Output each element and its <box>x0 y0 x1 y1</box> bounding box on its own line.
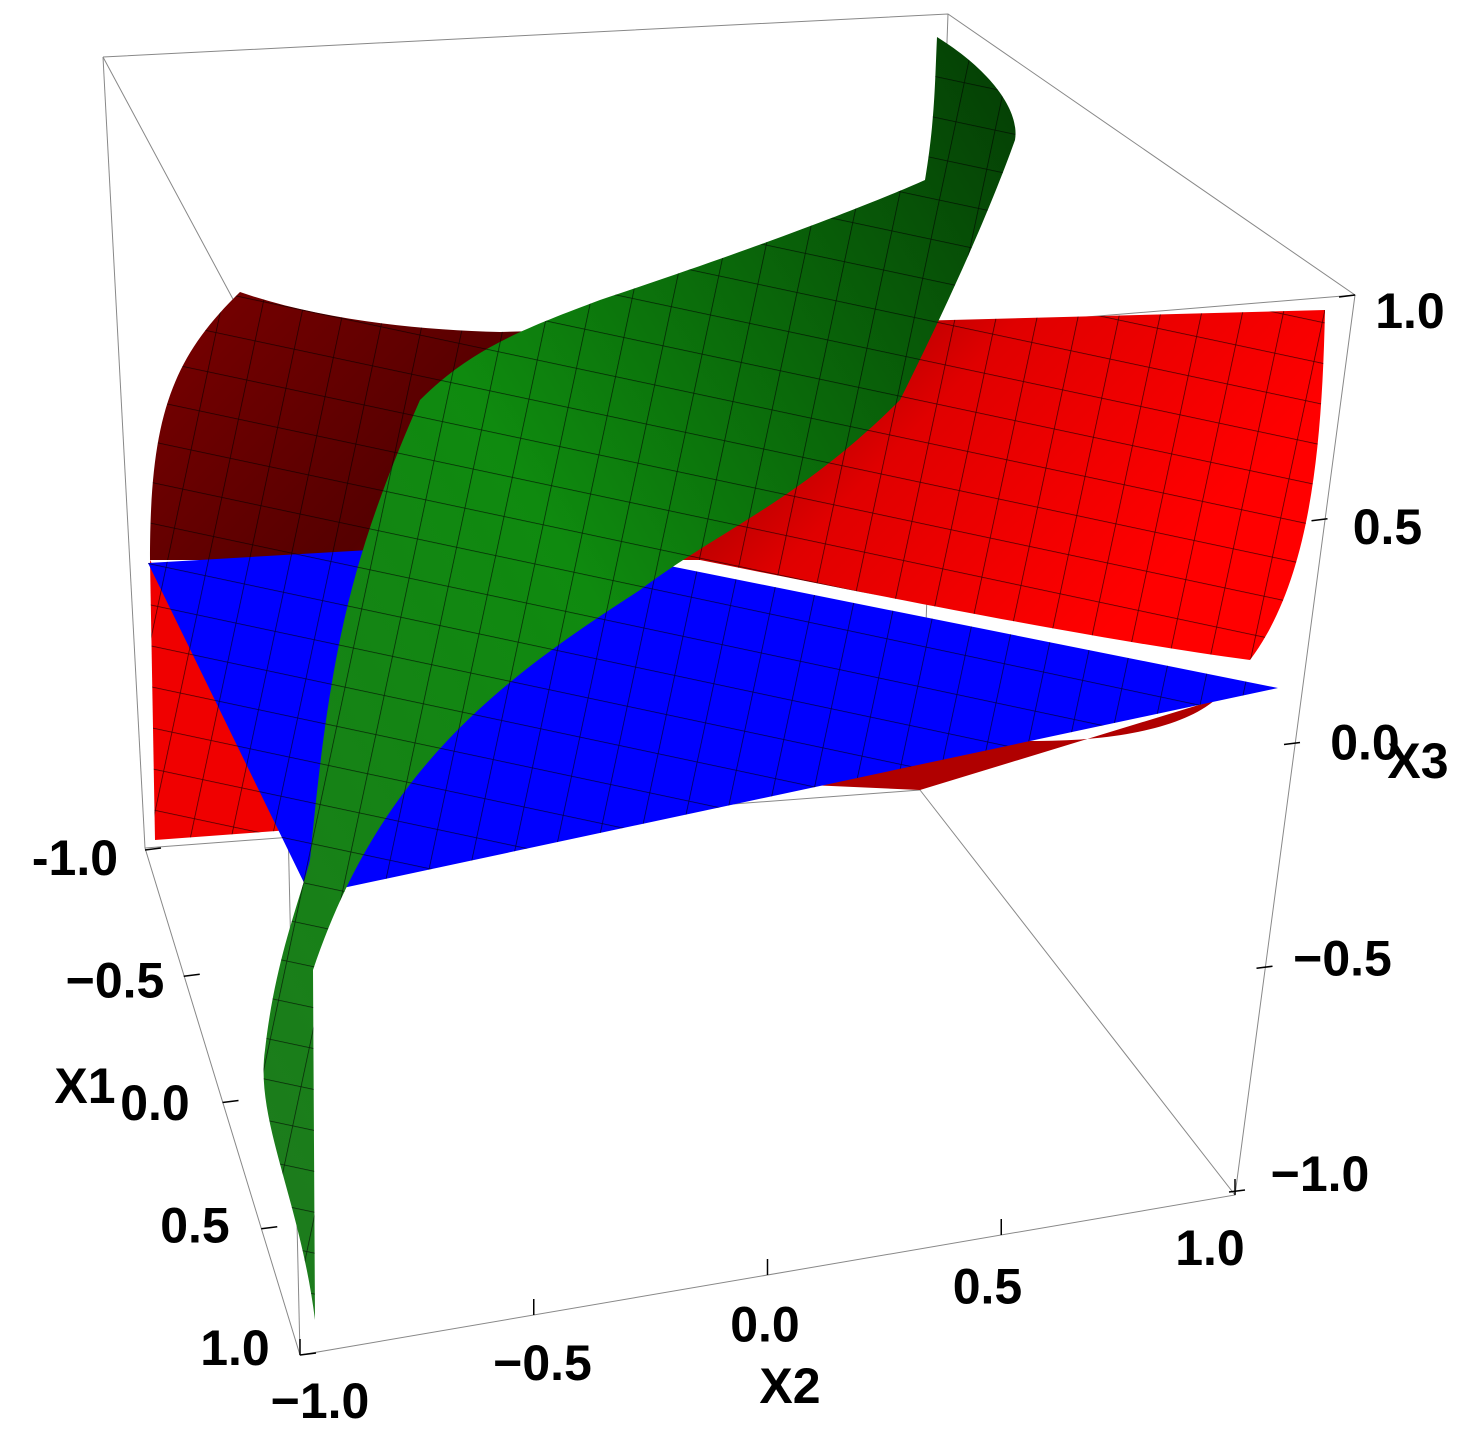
z-axis-label: X3 <box>1387 733 1448 789</box>
y-tick-label: 1.0 <box>1175 1220 1245 1276</box>
z-tick <box>1228 1189 1246 1193</box>
x-tick-label: 1.0 <box>200 1320 270 1376</box>
x-tick-label: -1.0 <box>32 830 118 886</box>
surfaces <box>148 37 1325 1320</box>
z-tick <box>1256 965 1273 969</box>
z-tick-label: 1.0 <box>1375 283 1445 339</box>
z-tick-label: −1.0 <box>1271 1146 1370 1202</box>
z-tick-label: 0.0 <box>1330 715 1400 771</box>
z-tick <box>1311 518 1328 522</box>
z-tick-label: −0.5 <box>1293 930 1392 986</box>
x-tick <box>261 1226 278 1230</box>
x-tick <box>144 847 162 851</box>
z-tick <box>1283 741 1301 746</box>
x-tick-label: −0.5 <box>66 953 165 1009</box>
z-tick-label: 0.5 <box>1353 499 1423 555</box>
x-tick <box>299 1352 317 1356</box>
z-tick <box>1338 294 1356 298</box>
y-tick-label: 0.5 <box>953 1258 1023 1314</box>
x-tick <box>183 973 200 977</box>
x-axis-label: X1 <box>54 1058 115 1114</box>
y-tick-label: 0.0 <box>730 1297 800 1353</box>
green-surface-mesh <box>263 37 1016 1320</box>
x-tick <box>222 1099 239 1104</box>
y-tick-label: −1.0 <box>271 1373 370 1429</box>
x-tick-label: 0.0 <box>120 1075 190 1131</box>
y-tick-label: −0.5 <box>493 1335 592 1391</box>
x-tick-label: 0.5 <box>160 1198 230 1254</box>
y-axis-label: X2 <box>759 1358 820 1414</box>
